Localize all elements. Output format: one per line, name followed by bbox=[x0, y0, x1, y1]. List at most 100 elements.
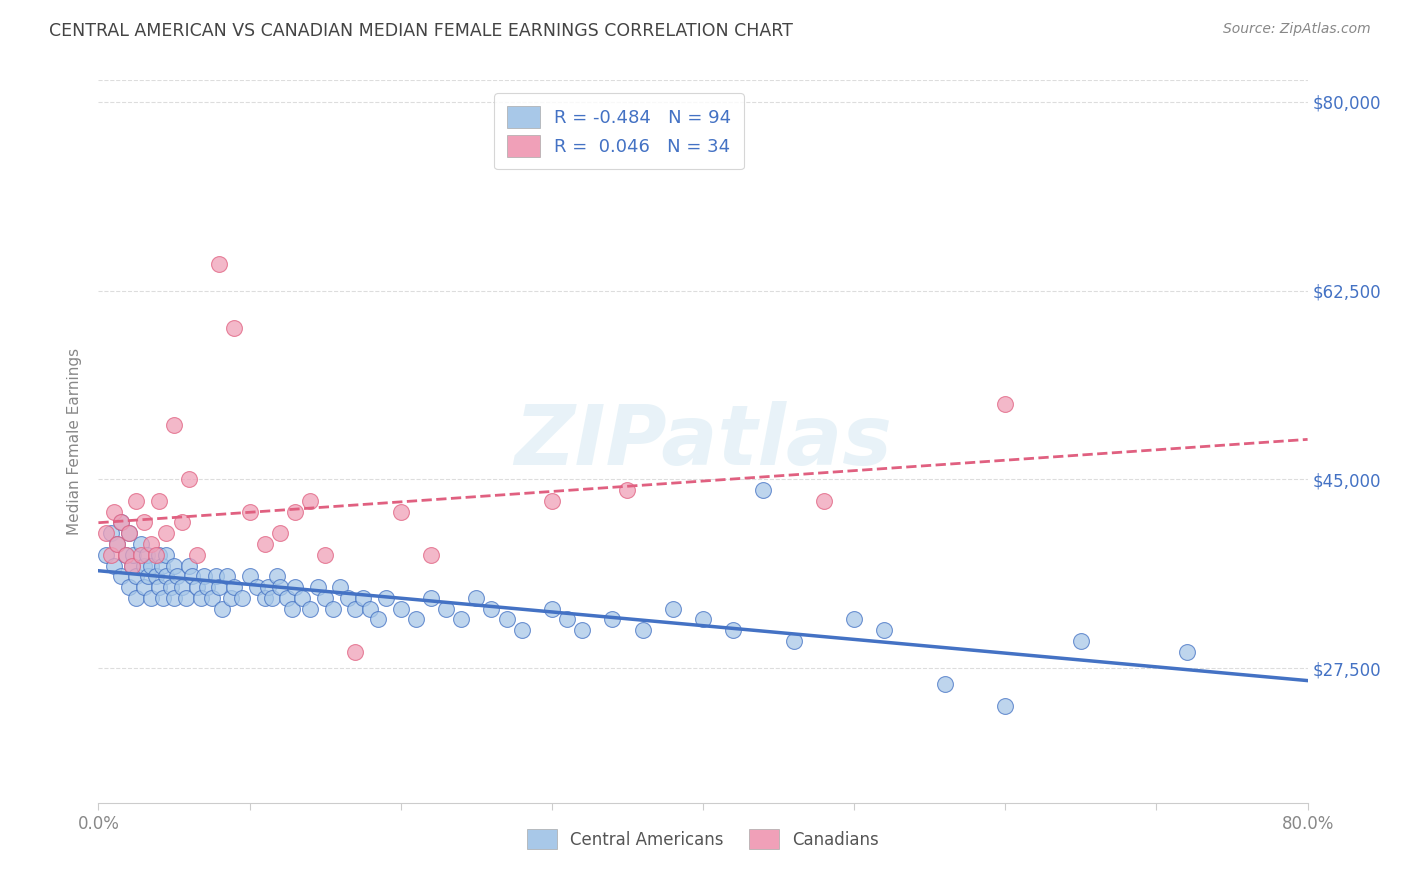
Point bbox=[540, 601, 562, 615]
Point bbox=[994, 698, 1017, 713]
Point bbox=[135, 548, 157, 562]
Point bbox=[307, 580, 329, 594]
Point bbox=[540, 493, 562, 508]
Point bbox=[160, 580, 183, 594]
Point bbox=[193, 569, 215, 583]
Point bbox=[129, 548, 152, 562]
Point bbox=[122, 548, 145, 562]
Point bbox=[132, 580, 155, 594]
Point bbox=[208, 580, 231, 594]
Point bbox=[215, 569, 238, 583]
Point bbox=[205, 569, 228, 583]
Point bbox=[434, 601, 457, 615]
Point bbox=[253, 591, 276, 605]
Point bbox=[94, 548, 117, 562]
Point bbox=[239, 569, 262, 583]
Point bbox=[145, 569, 167, 583]
Point bbox=[266, 569, 288, 583]
Point bbox=[389, 505, 412, 519]
Point bbox=[145, 548, 167, 562]
Point bbox=[114, 548, 136, 562]
Point bbox=[783, 634, 806, 648]
Point bbox=[752, 483, 775, 497]
Point bbox=[163, 558, 186, 573]
Point bbox=[110, 569, 132, 583]
Point bbox=[110, 516, 132, 530]
Point bbox=[141, 591, 163, 605]
Point bbox=[105, 537, 128, 551]
Point bbox=[631, 624, 654, 638]
Point bbox=[121, 558, 143, 573]
Point bbox=[174, 591, 197, 605]
Point bbox=[1175, 645, 1198, 659]
Point bbox=[148, 548, 170, 562]
Point bbox=[281, 601, 304, 615]
Point bbox=[110, 516, 132, 530]
Point bbox=[94, 526, 117, 541]
Point bbox=[231, 591, 253, 605]
Point bbox=[239, 505, 262, 519]
Point bbox=[322, 601, 344, 615]
Point bbox=[367, 612, 389, 626]
Point bbox=[132, 516, 155, 530]
Text: ZIPatlas: ZIPatlas bbox=[515, 401, 891, 482]
Point bbox=[344, 645, 367, 659]
Point bbox=[314, 548, 336, 562]
Point bbox=[181, 569, 204, 583]
Point bbox=[246, 580, 269, 594]
Point bbox=[602, 612, 624, 626]
Point bbox=[155, 569, 177, 583]
Point bbox=[314, 591, 336, 605]
Point bbox=[155, 526, 177, 541]
Point bbox=[420, 591, 443, 605]
Point bbox=[129, 537, 152, 551]
Point bbox=[934, 677, 956, 691]
Point bbox=[510, 624, 533, 638]
Point bbox=[374, 591, 396, 605]
Point bbox=[844, 612, 866, 626]
Point bbox=[555, 612, 578, 626]
Point bbox=[103, 505, 125, 519]
Point bbox=[152, 591, 174, 605]
Point bbox=[163, 418, 186, 433]
Point bbox=[170, 580, 193, 594]
Point bbox=[450, 612, 472, 626]
Point bbox=[195, 580, 218, 594]
Point bbox=[344, 601, 367, 615]
Point bbox=[150, 558, 173, 573]
Point bbox=[481, 601, 503, 615]
Point bbox=[291, 591, 314, 605]
Point bbox=[121, 558, 143, 573]
Point bbox=[813, 493, 835, 508]
Point bbox=[299, 601, 322, 615]
Point bbox=[190, 591, 212, 605]
Point bbox=[616, 483, 638, 497]
Point bbox=[148, 493, 170, 508]
Point bbox=[118, 526, 141, 541]
Legend: Central Americans, Canadians: Central Americans, Canadians bbox=[517, 819, 889, 860]
Point bbox=[389, 601, 412, 615]
Point bbox=[262, 591, 284, 605]
Point bbox=[661, 601, 683, 615]
Point bbox=[336, 591, 359, 605]
Point bbox=[221, 591, 243, 605]
Point bbox=[256, 580, 278, 594]
Point bbox=[163, 591, 186, 605]
Point bbox=[166, 569, 188, 583]
Point bbox=[211, 601, 233, 615]
Point bbox=[103, 558, 125, 573]
Point bbox=[352, 591, 374, 605]
Point bbox=[179, 558, 201, 573]
Point bbox=[284, 505, 307, 519]
Point bbox=[201, 591, 224, 605]
Point bbox=[571, 624, 593, 638]
Point bbox=[420, 548, 443, 562]
Point bbox=[224, 580, 246, 594]
Point bbox=[224, 321, 246, 335]
Point bbox=[170, 516, 193, 530]
Point bbox=[136, 569, 159, 583]
Point bbox=[692, 612, 714, 626]
Point bbox=[125, 569, 148, 583]
Point bbox=[186, 580, 208, 594]
Text: Source: ZipAtlas.com: Source: ZipAtlas.com bbox=[1223, 22, 1371, 37]
